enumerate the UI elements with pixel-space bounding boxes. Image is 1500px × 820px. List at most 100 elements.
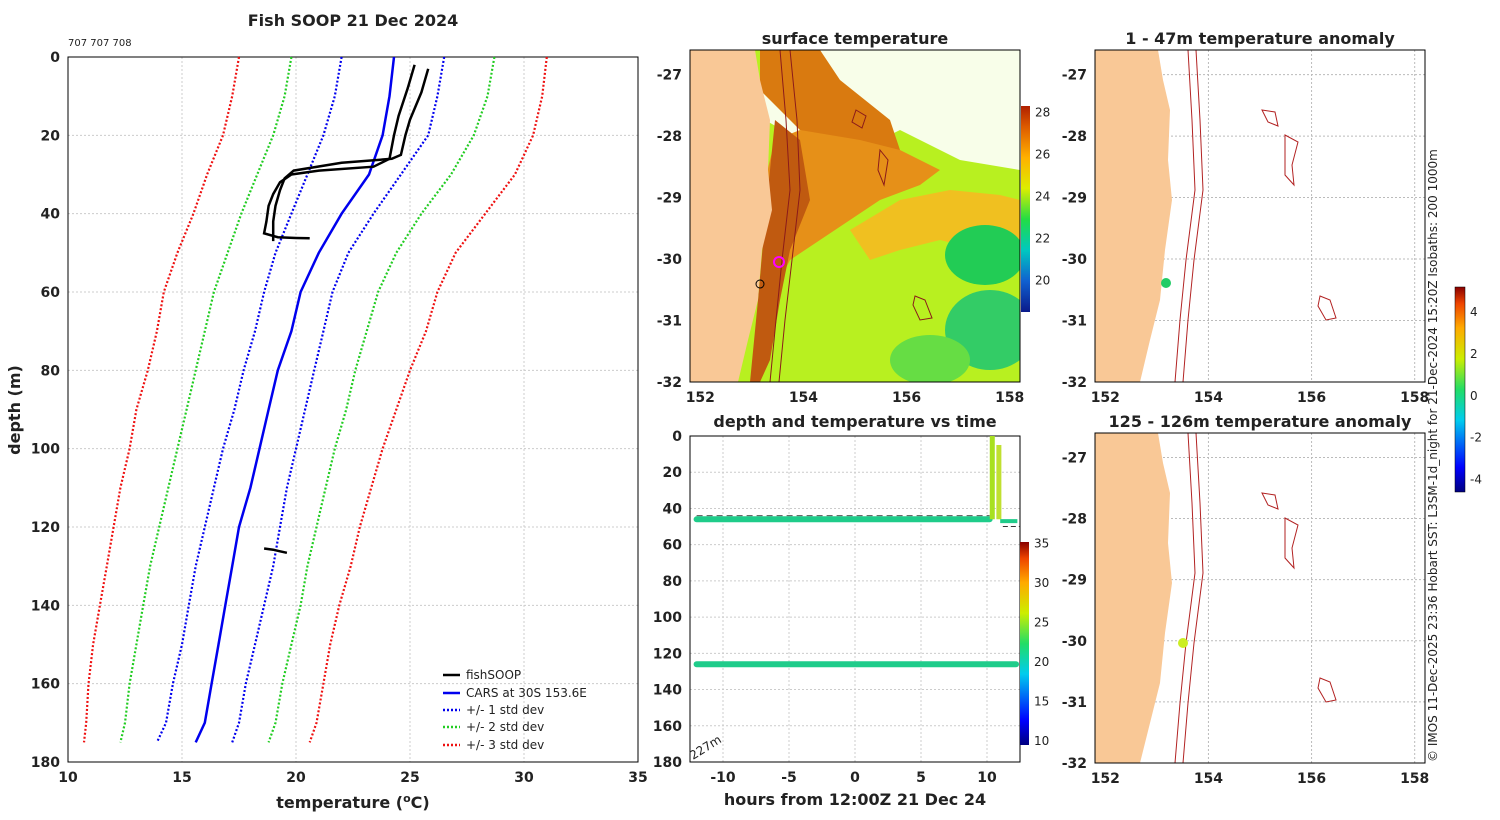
profile-x-tick-label: 25 <box>400 770 419 786</box>
map-y-tick-label: -32 <box>657 375 682 391</box>
profile-y-tick-label: 140 <box>31 598 60 614</box>
anom1-title: 1 - 47m temperature anomaly <box>1125 29 1395 48</box>
map-x-tick-label: 152 <box>1091 771 1120 787</box>
timeplot-data <box>693 436 1020 668</box>
map-y-tick-label: -27 <box>657 68 682 84</box>
sst-warm-core <box>750 120 810 382</box>
map-x-tick-label: 154 <box>1194 390 1223 406</box>
legend-label-sd3: +/- 3 std dev <box>466 738 544 752</box>
map-y-tick-label: -31 <box>1062 314 1087 330</box>
map-y-tick-label: -32 <box>1062 756 1087 772</box>
map-x-tick-label: 152 <box>1091 390 1120 406</box>
map-x-tick-label: 152 <box>686 390 715 406</box>
profile-y-tick-label: 20 <box>41 128 61 144</box>
timeplot-colorbar-ticks: 35 30 25 20 15 10 <box>1034 537 1049 748</box>
profile-x-tick-label: 10 <box>58 770 78 786</box>
anom2-seamount-1 <box>1261 492 1279 510</box>
profile-y-tick-label: 180 <box>31 755 60 771</box>
profile-series--3-std-dev <box>308 56 548 743</box>
sst-seamount-1 <box>851 109 867 129</box>
map-y-tick-label: -28 <box>1062 512 1087 528</box>
anom2-seamount-3 <box>1317 677 1337 703</box>
sst-cool-eddy-3 <box>890 335 970 382</box>
timeplot-y-tick-label: 20 <box>663 465 683 481</box>
timeplot-y-tick-label: 60 <box>663 538 683 554</box>
timeplot-grid <box>690 435 1020 763</box>
colorbar-tick-label: 22 <box>1035 231 1050 245</box>
sst-seamount-3 <box>912 295 933 321</box>
profile-y-tick-label: 100 <box>31 442 60 458</box>
sst-land <box>690 50 772 382</box>
profile-series--1-std-dev <box>231 56 446 743</box>
profile-series-cars-at-30s-153-6e <box>194 56 396 743</box>
profile-x-label-end: C) <box>411 793 430 812</box>
anom1-seamount-3 <box>1317 295 1337 321</box>
map-y-tick-label: -31 <box>1062 695 1087 711</box>
profile-x-tick-label: 15 <box>172 770 191 786</box>
anomaly-colorbar-ticks: 4 2 0 -2 -4 <box>1470 305 1482 486</box>
map-x-tick-label: 154 <box>789 390 818 406</box>
map-y-tick-label: -27 <box>1062 450 1087 466</box>
profile-axes-box <box>67 56 639 763</box>
sst-colorbar <box>1021 106 1030 312</box>
timeplot-y-tick-label: 140 <box>653 683 682 699</box>
map-x-tick-label: 158 <box>995 390 1024 406</box>
timeplot-colorbar <box>1020 542 1029 745</box>
anom2-isobath-1000 <box>1182 433 1204 763</box>
colorbar-tick-label: 35 <box>1034 537 1049 551</box>
sst-ship-marker <box>773 256 785 268</box>
profile-series--1-std-dev-lower- <box>155 56 343 743</box>
profile-x-label: temperature (oC) <box>276 792 429 812</box>
map-x-tick-label: 154 <box>1194 771 1223 787</box>
sst-axes-box <box>689 49 1021 383</box>
profile-x-ticks: 10 15 20 25 30 35 <box>58 770 647 786</box>
anomaly-map-2: 125 - 126m temperature anomaly -27 -28 -29… <box>1062 412 1430 787</box>
timeplot-x-tick-label: 5 <box>916 770 926 786</box>
map-y-tick-label: -28 <box>657 129 682 145</box>
profile-lines <box>82 56 548 743</box>
timeplot-title: depth and temperature vs time <box>713 412 996 431</box>
anom1-isobath-200 <box>1174 50 1196 382</box>
profile-y-tick-label: 80 <box>41 363 61 379</box>
map-y-tick-label: -30 <box>1062 634 1088 650</box>
map-y-tick-label: -30 <box>657 252 683 268</box>
timeplot-x-tick-label: -5 <box>781 770 797 786</box>
sst-isobath-1000 <box>778 50 801 382</box>
anom2-land <box>1095 433 1172 763</box>
timeplot-panel: depth and temperature vs time -10 -5 0 5 100… <box>653 412 1050 809</box>
timeplot-y-tick-label: 100 <box>653 610 682 626</box>
profile-y-label: depth (m) <box>5 365 24 455</box>
anomaly-colorbar <box>1454 286 1466 493</box>
anom1-isobath-1000 <box>1182 50 1204 382</box>
map-x-tick-label: 156 <box>1297 771 1326 787</box>
colorbar-tick-label: 10 <box>1034 734 1049 748</box>
map-y-tick-label: -28 <box>1062 129 1087 145</box>
timeplot-x-label: hours from 12:00Z 21 Dec 24 <box>724 790 986 809</box>
profile-x-tick-label: 35 <box>628 770 647 786</box>
anom1-grid <box>1095 50 1425 382</box>
profile-series-fishsoop-deep- <box>263 547 288 555</box>
map-y-tick-label: -31 <box>657 314 682 330</box>
sst-seamount-2 <box>877 148 889 187</box>
sst-warm-patch-north <box>760 50 900 150</box>
profile-legend: fishSOOP CARS at 30S 153.6E +/- 1 std de… <box>443 668 587 752</box>
colorbar-tick-label: -2 <box>1470 431 1482 445</box>
profile-series-fishsoop <box>262 64 416 240</box>
timeplot-y-tick-label: 120 <box>653 646 682 662</box>
map-y-tick-label: -32 <box>1062 375 1087 391</box>
legend-label-sd1: +/- 1 std dev <box>466 703 544 717</box>
profile-x-label-sup: o <box>403 792 411 805</box>
colorbar-tick-label: 30 <box>1034 576 1049 590</box>
legend-label-fishsoop: fishSOOP <box>466 668 521 682</box>
timeplot-bottom-label: 227m <box>687 732 724 762</box>
profile-id-text: 707 707 708 <box>68 38 132 49</box>
anom2-ship-marker <box>1178 638 1188 648</box>
sst-title: surface temperature <box>762 29 949 48</box>
anom2-grid <box>1095 433 1425 763</box>
profile-series--2-std-dev <box>267 56 496 743</box>
timeplot-x-tick-label: 0 <box>850 770 860 786</box>
anom1-seamount-2 <box>1284 134 1299 187</box>
